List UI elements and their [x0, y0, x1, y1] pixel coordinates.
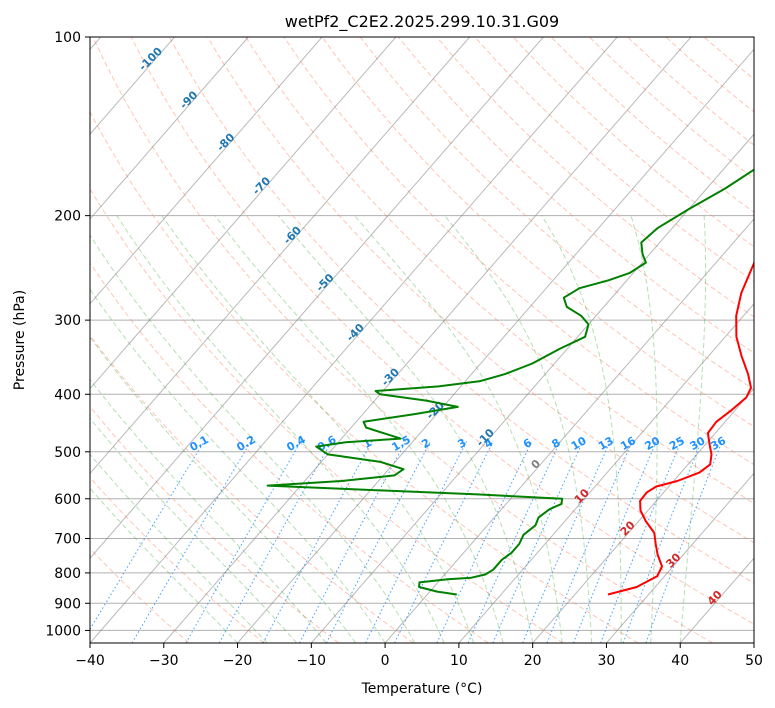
moist-adiabat-line — [116, 215, 445, 643]
y-tick-label: 700 — [54, 532, 81, 548]
profile-series — [266, 168, 754, 596]
y-tick-label: 200 — [54, 209, 81, 225]
y-tick-label: 1000 — [45, 623, 81, 639]
dry-adiabat-line — [90, 262, 489, 643]
mixing-ratio-line — [522, 441, 611, 643]
isotherm-line — [90, 37, 249, 220]
moist-adiabat-line — [541, 215, 622, 643]
mixing-ratio-line — [185, 441, 302, 643]
dewpoint-profile-line — [266, 168, 754, 596]
mixing-ratio-line — [365, 441, 468, 643]
x-tick-label: 50 — [745, 653, 763, 669]
isotherm-line — [384, 218, 754, 643]
isotherm-line — [90, 37, 618, 643]
x-tick-label: −10 — [297, 653, 327, 669]
isotherm-line — [606, 472, 754, 643]
mixing-ratio-line — [492, 441, 584, 643]
isotherm-line — [90, 37, 397, 390]
mixing-ratio-lines — [90, 441, 723, 643]
y-tick-label: 500 — [54, 445, 81, 461]
grid-layer — [90, 37, 754, 631]
moist-adiabat-line — [679, 215, 707, 643]
isotherm-line — [458, 303, 754, 643]
moist-adiabat-line — [161, 215, 475, 643]
moist-adiabat-line — [90, 288, 386, 643]
mixing-ratio-line — [394, 441, 494, 643]
moist-adiabat-line — [90, 417, 297, 643]
isotherm-line — [310, 133, 754, 643]
x-tick-label: 40 — [671, 653, 689, 669]
isotherm-line — [90, 37, 544, 559]
isotherm-line — [532, 387, 754, 643]
mixing-ratio-line — [90, 441, 205, 631]
moist-adiabat-line — [90, 378, 327, 643]
temperature-profile-line — [607, 260, 754, 596]
dry-adiabat-line — [207, 37, 754, 544]
x-tick-label: −30 — [149, 653, 179, 669]
moist-adiabats — [90, 215, 707, 643]
moist-adiabat-line — [90, 336, 356, 643]
dry-adiabat-line — [168, 37, 754, 584]
x-tick-label: 10 — [450, 653, 468, 669]
y-tick-label: 400 — [54, 387, 81, 403]
moist-adiabat-line — [214, 215, 504, 643]
dry-adiabat-line — [130, 37, 754, 625]
x-axis-ticks: −40 −30 −20 −10 0 10 20 30 40 50 — [75, 643, 763, 669]
y-tick-label: 600 — [54, 492, 81, 508]
mixing-ratio-line — [546, 441, 633, 643]
y-axis-ticks: 100 200 300 400 500 600 700 800 900 1000 — [45, 30, 90, 639]
y-tick-label: 300 — [54, 313, 81, 329]
dry-adiabats — [90, 37, 754, 643]
moist-adiabat-line — [278, 215, 534, 643]
isotherm-line — [90, 37, 471, 475]
x-tick-label: −20 — [223, 653, 253, 669]
x-tick-label: 0 — [381, 653, 390, 669]
dry-adiabat-line — [398, 37, 754, 354]
x-tick-label: 20 — [524, 653, 542, 669]
moist-adiabat-line — [90, 234, 416, 643]
mixing-ratio-line — [131, 441, 252, 643]
x-tick-label: −40 — [75, 653, 105, 669]
moist-adiabat-line — [90, 487, 238, 643]
y-tick-label: 800 — [54, 566, 81, 582]
dry-adiabat-line — [90, 405, 339, 643]
dry-adiabat-line — [90, 188, 564, 643]
isotherms — [90, 37, 754, 643]
mixing-ratio-line — [467, 441, 561, 643]
dry-adiabat-line — [90, 110, 639, 643]
dry-adiabat-line — [245, 37, 754, 504]
dry-adiabat-line — [283, 37, 754, 466]
moist-adiabat-line — [90, 453, 268, 643]
y-axis-title: Pressure (hPa) — [12, 290, 28, 390]
dry-adiabat-line — [92, 37, 713, 643]
y-tick-label: 100 — [54, 30, 81, 46]
mixing-ratio-line — [262, 441, 373, 643]
moist-adiabat-line — [444, 215, 593, 643]
y-tick-label: 900 — [54, 596, 81, 612]
isotherm-line — [90, 37, 323, 305]
isotherm-line — [163, 37, 692, 643]
moist-adiabat-line — [354, 215, 563, 643]
isotherm-line — [237, 48, 754, 643]
x-tick-label: 30 — [598, 653, 616, 669]
chart-title: wetPf2_C2E2.2025.299.10.31.G09 — [285, 12, 559, 32]
moist-adiabat-line — [630, 215, 658, 643]
x-axis-title: Temperature (°C) — [361, 681, 483, 697]
plot-frame — [89, 36, 755, 644]
dry-adiabat-line — [90, 476, 265, 643]
